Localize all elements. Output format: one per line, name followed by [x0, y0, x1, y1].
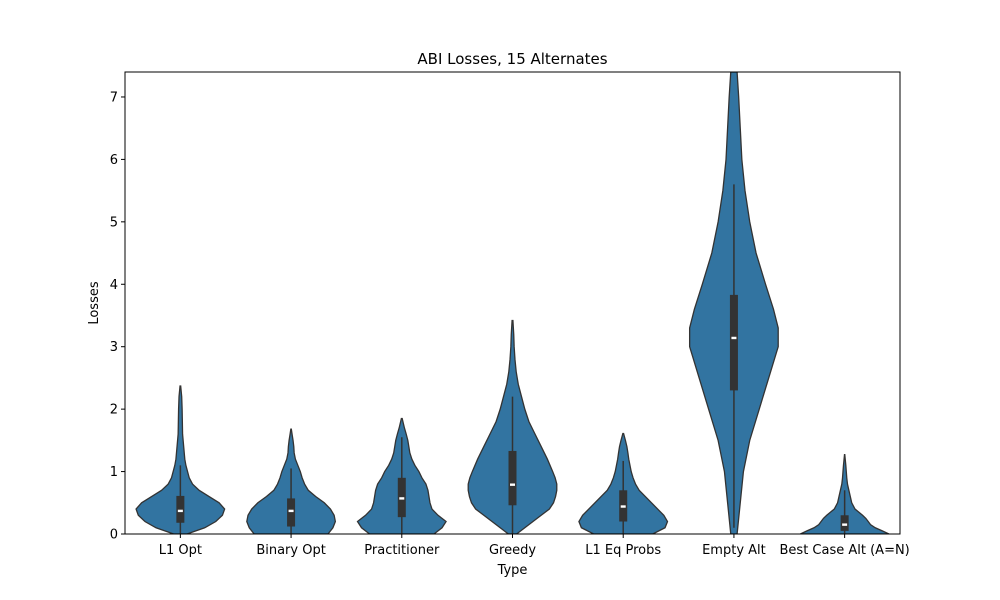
median-marker-greedy — [510, 483, 515, 486]
median-marker-binary-opt — [288, 509, 294, 513]
median-marker-practitioner — [399, 497, 405, 500]
violin-l1-opt — [135, 385, 226, 534]
iqr-box-empty-alt — [729, 294, 738, 391]
x-tick-label-l1-eq-probs: L1 Eq Probs — [585, 543, 661, 558]
iqr-box-greedy — [508, 450, 517, 506]
x-axis-ticks: L1 Opt Binary Opt Practitioner Greedy L1 Eq … — [159, 534, 910, 558]
iqr-box-binary-opt — [287, 498, 296, 527]
y-axis-ticks: 0 1 2 3 4 5 6 7 — [110, 90, 125, 543]
box-layer — [176, 184, 849, 534]
y-tick-label: 0 — [110, 528, 118, 543]
x-axis-title: Type — [497, 563, 528, 578]
x-tick-label-empty-alt: Empty Alt — [702, 543, 766, 558]
median-marker-best-case-alt-a-n — [842, 523, 848, 526]
y-tick-label: 5 — [110, 215, 118, 230]
median-marker-l1-eq-probs — [620, 505, 626, 508]
y-tick-label: 1 — [110, 465, 118, 480]
y-axis-title: Losses — [87, 281, 102, 325]
y-tick-label: 7 — [110, 90, 118, 105]
y-tick-label: 2 — [110, 403, 118, 418]
x-tick-label-practitioner: Practitioner — [364, 543, 440, 558]
x-tick-label-greedy: Greedy — [489, 543, 536, 558]
y-tick-label: 3 — [110, 340, 118, 355]
y-tick-label: 4 — [110, 278, 118, 293]
chart-title: ABI Losses, 15 Alternates — [417, 50, 607, 68]
median-marker-l1-opt — [177, 509, 183, 513]
iqr-box-l1-opt — [176, 495, 185, 523]
iqr-box-best-case-alt-a-n — [840, 515, 849, 531]
x-tick-label-l1-opt: L1 Opt — [159, 543, 202, 558]
median-marker-empty-alt — [731, 336, 737, 340]
y-tick-label: 6 — [110, 153, 118, 168]
x-tick-label-best-case-alt-a-n: Best Case Alt (A=N) — [780, 543, 910, 558]
x-tick-label-binary-opt: Binary Opt — [256, 543, 326, 558]
